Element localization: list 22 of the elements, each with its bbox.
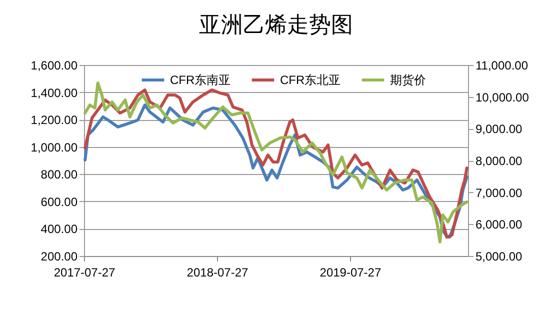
y2-tick-label: 10,000.00 (476, 90, 530, 104)
chart-title: 亚洲乙烯走势图 (199, 12, 353, 37)
x-tick-label: 2019-07-27 (320, 266, 382, 280)
y-tick-label: 1,200.00 (30, 113, 78, 128)
y-tick-label: 600.00 (40, 194, 78, 209)
y2-tick-label: 5,000.00 (476, 250, 523, 264)
y-tick-label: 200.00 (40, 250, 78, 264)
legend-label: CFR东南亚 (170, 73, 231, 87)
legend-label: CFR东北亚 (280, 73, 341, 87)
y-tick-label: 1,000.00 (30, 140, 78, 154)
y-tick-label: 1,600.00 (30, 58, 78, 72)
x-tick-label: 2018-07-27 (186, 266, 248, 280)
x-tick-label: 2017-07-27 (54, 266, 116, 280)
y2-tick-label: 6,000.00 (476, 218, 523, 232)
legend-label: 期货价 (390, 73, 426, 87)
y2-tick-label: 7,000.00 (476, 186, 523, 200)
y2-tick-label: 11,000.00 (476, 58, 528, 72)
y2-tick-label: 8,000.00 (476, 154, 523, 168)
y-tick-label: 800.00 (40, 168, 78, 182)
y2-tick-label: 9,000.00 (476, 122, 523, 136)
y-tick-label: 400.00 (40, 222, 78, 236)
y-tick-label: 1,400.00 (30, 86, 78, 100)
